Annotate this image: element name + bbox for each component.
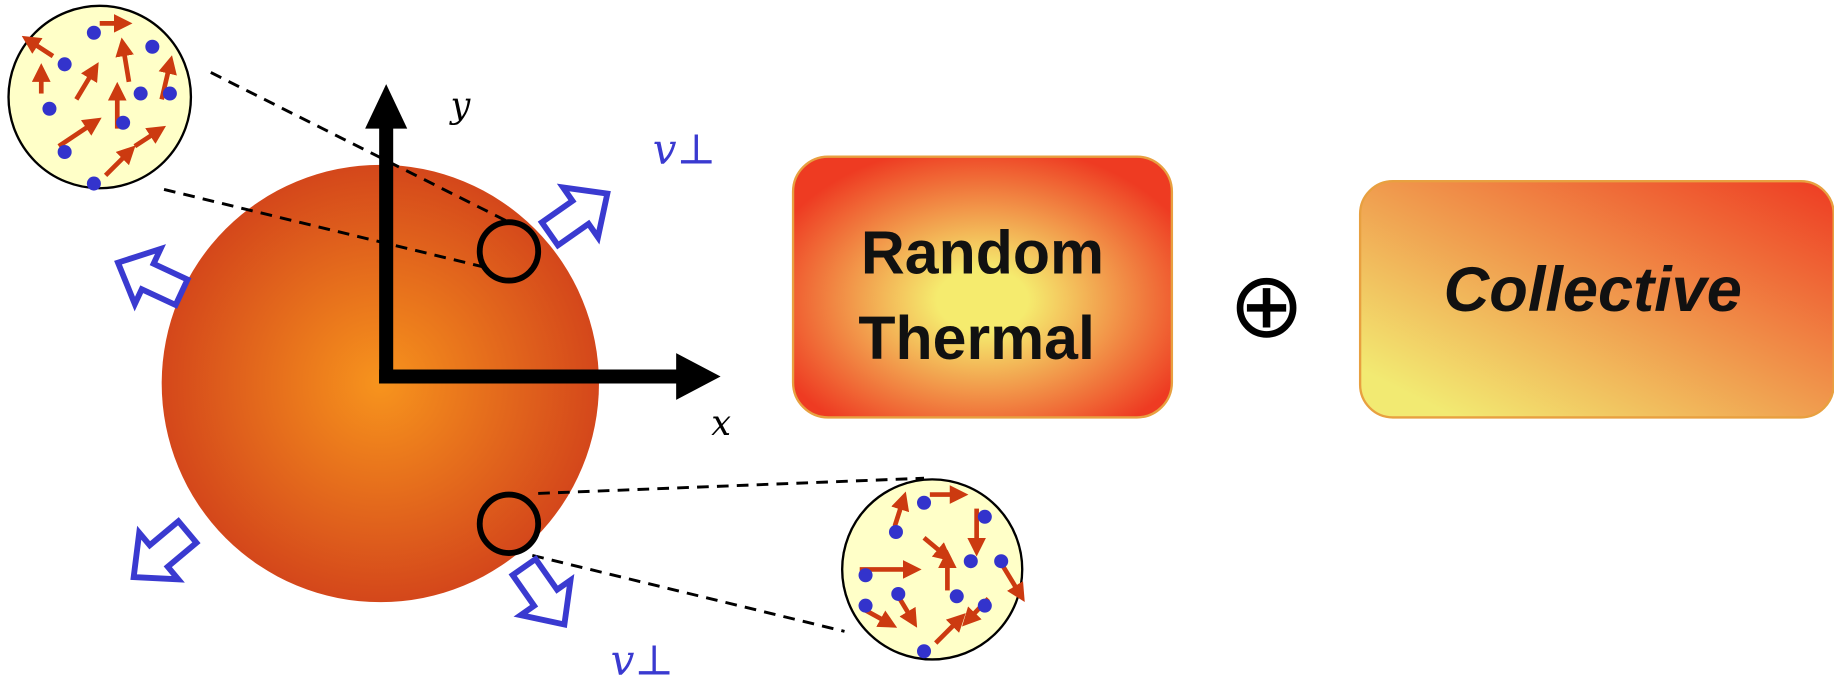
inset-particles: [7, 4, 1025, 661]
probe: [476, 219, 542, 284]
y-axis-label: y: [448, 85, 471, 126]
velocity-label: v⊥: [653, 125, 716, 174]
box-label: Random: [861, 219, 1104, 287]
probe: [476, 491, 542, 556]
flow-arrows: [114, 183, 611, 629]
random-thermal-box: [791, 155, 1174, 419]
zoom-lines: [163, 71, 925, 633]
box-label: Thermal: [858, 304, 1094, 372]
velocity-label: v⊥: [611, 636, 674, 685]
axes: [365, 84, 721, 400]
x-axis-label: x: [711, 403, 731, 444]
operator: ⊕: [1228, 252, 1304, 359]
box-label: Collective: [1444, 255, 1742, 325]
